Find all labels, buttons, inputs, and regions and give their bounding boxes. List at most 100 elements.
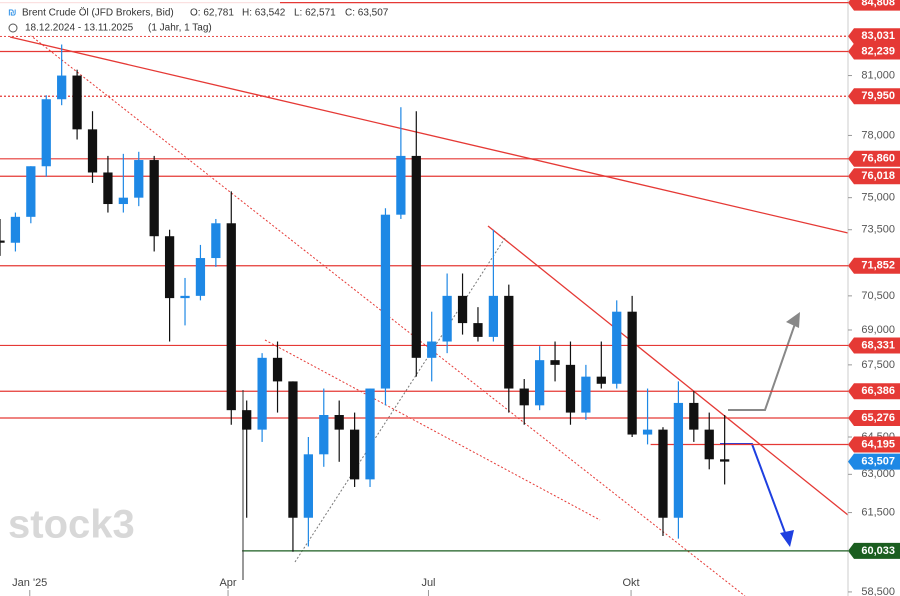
- y-tick-label: 78,000: [861, 129, 895, 141]
- y-tick-label: 73,500: [861, 224, 895, 236]
- watermark: stock3: [8, 503, 135, 547]
- level-tag: [848, 337, 900, 354]
- x-tick-label: Jan '25: [12, 577, 47, 589]
- candle-body: [565, 364, 576, 413]
- header-icon: ₪: [8, 8, 17, 19]
- candle-body: [303, 454, 313, 518]
- candle-body: [334, 415, 344, 430]
- candle-body: [411, 155, 421, 358]
- candle-body: [720, 459, 730, 462]
- candle-body: [380, 214, 391, 389]
- level-label: 71,852: [861, 260, 895, 272]
- x-tick-label: Okt: [623, 577, 640, 589]
- candle-body: [288, 381, 298, 518]
- candle-body: [596, 376, 606, 384]
- level-tag: [848, 453, 900, 470]
- candle-body: [242, 410, 252, 430]
- y-tick-label: 67,500: [861, 359, 895, 371]
- instrument-title: Brent Crude Öl (JFD Brokers, Bid): [22, 7, 174, 19]
- candle-body: [0, 240, 5, 243]
- level-label: 66,386: [861, 385, 895, 397]
- level-tag: [848, 542, 900, 559]
- level-tag: [848, 0, 900, 11]
- level-tag: [848, 88, 900, 105]
- candle-body: [365, 388, 375, 480]
- level-tag: [848, 410, 900, 427]
- candle-body: [504, 295, 514, 389]
- arrow-head: [786, 312, 800, 328]
- candle-body: [396, 155, 406, 215]
- candle-body: [427, 341, 437, 358]
- candle-body: [689, 402, 699, 430]
- level-label: 76,018: [861, 170, 895, 182]
- ohlc-close: C: 63,507: [345, 8, 389, 19]
- candle-body: [704, 429, 714, 460]
- x-tick-label: Jul: [421, 577, 435, 589]
- y-tick-label: 75,000: [861, 192, 895, 204]
- date-range: 18.12.2024 - 13.11.2025: [25, 23, 134, 34]
- level-tag: [848, 383, 900, 400]
- ohlc-low: L: 62,571: [294, 8, 336, 19]
- candle-body: [134, 160, 144, 198]
- support-line: [294, 237, 506, 563]
- candle-body: [180, 295, 190, 299]
- candle-body: [550, 360, 560, 365]
- clock-icon: [8, 23, 18, 33]
- channel-line: [29, 34, 746, 596]
- candle-body: [226, 223, 236, 411]
- candle-body: [272, 357, 283, 382]
- period: (1 Jahr, 1 Tag): [148, 23, 212, 34]
- candle-body: [103, 172, 113, 205]
- trend-line: [9, 36, 849, 234]
- level-label: 84,808: [861, 0, 895, 9]
- candle-body: [535, 360, 545, 406]
- y-tick-label: 70,500: [861, 290, 895, 302]
- level-label: 65,276: [861, 412, 895, 424]
- candle-body: [57, 75, 67, 100]
- level-label: 68,331: [861, 339, 895, 351]
- candle-body: [211, 223, 221, 259]
- level-label: 64,195: [861, 438, 895, 450]
- level-tag: [848, 28, 900, 45]
- candle-body: [26, 166, 36, 217]
- level-label: 79,950: [861, 90, 895, 102]
- candle-body: [488, 295, 499, 337]
- candle-body: [164, 236, 175, 299]
- level-label: 83,031: [861, 30, 895, 42]
- y-tick-label: 61,500: [861, 506, 895, 518]
- candle-body: [581, 376, 591, 413]
- candle-body: [658, 429, 668, 518]
- level-tag: [848, 257, 900, 274]
- annotations: [9, 34, 849, 596]
- ohlc-open: O: 62,781: [190, 8, 234, 19]
- candle-body: [72, 75, 82, 130]
- candle-body: [195, 258, 206, 296]
- candle-body: [10, 216, 21, 243]
- candle-body: [41, 99, 51, 167]
- y-tick-label: 69,000: [861, 324, 895, 336]
- candle-body: [118, 197, 128, 205]
- level-label: 60,033: [861, 545, 895, 557]
- candle-body: [457, 295, 468, 324]
- candle-body: [612, 311, 622, 384]
- candle-body: [87, 129, 98, 173]
- candle-body: [319, 415, 329, 455]
- channel-line: [264, 339, 601, 521]
- level-tag: [848, 150, 900, 167]
- candle-body: [442, 295, 452, 342]
- level-tag: [848, 43, 900, 60]
- arrow-up: [728, 317, 798, 411]
- trend-line: [487, 225, 849, 516]
- y-tick-label: 81,000: [861, 69, 895, 81]
- level-tag: [848, 168, 900, 185]
- candle-body: [673, 402, 684, 518]
- candle-body: [519, 388, 529, 406]
- y-tick-label: 63,000: [861, 468, 895, 480]
- candle-body: [257, 357, 267, 430]
- level-label: 63,507: [861, 456, 895, 468]
- candle-body: [349, 429, 360, 480]
- candle-body: [149, 160, 159, 237]
- ohlc-high: H: 63,542: [242, 8, 286, 19]
- y-tick-label: 58,500: [861, 586, 895, 596]
